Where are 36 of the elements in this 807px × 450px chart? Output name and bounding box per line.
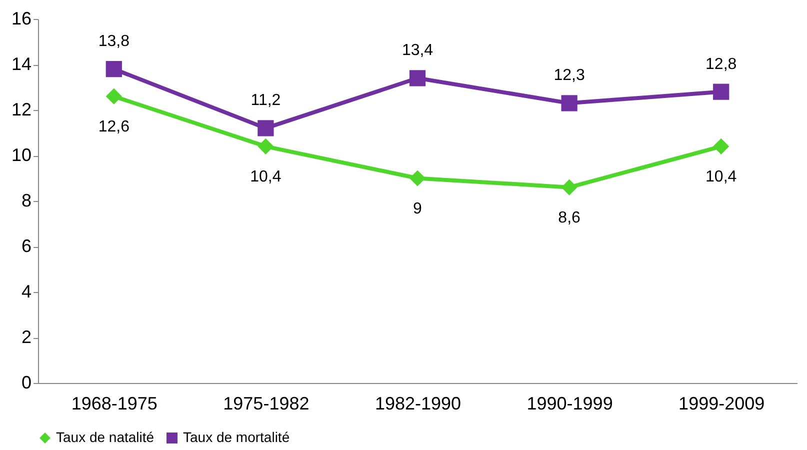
x-tick-label: 1999-2009 [678,394,765,414]
data-label: 10,4 [706,168,737,186]
x-tick-label: 1982-1990 [374,394,462,414]
y-tick-label: 2 [21,327,32,347]
point [258,120,274,136]
y-tick-label: 12 [11,100,32,120]
point [561,179,578,196]
x-tick-label: 1990-1999 [526,394,613,414]
y-tick-label: 0 [21,372,32,392]
y-tick-label: 6 [21,236,32,256]
y-tick-label: 10 [11,145,32,165]
data-label: 10,4 [250,168,282,186]
y-tick-label: 16 [11,8,32,28]
point [106,60,122,78]
data-label: 12,6 [98,118,130,136]
x-tick-label: 1975-1982 [223,394,310,414]
y-tick-label: 14 [11,54,32,74]
point [409,70,426,86]
point [106,88,122,104]
legend-label: Taux de natalité [56,429,154,445]
data-label: 9 [413,200,422,218]
data-label: 12,3 [554,67,585,84]
data-label: 13,4 [402,42,434,60]
point [713,84,730,100]
y-tick-label: 4 [21,282,32,302]
legend-label: Taux de mortalité [183,429,290,445]
point [258,138,274,154]
point [409,170,426,186]
data-label: 8,6 [558,209,581,226]
point [561,95,578,112]
data-label: 12,8 [706,56,737,73]
x-tick-label: 1968-1975 [71,394,158,414]
data-label: 11,2 [250,92,281,110]
point [713,138,730,154]
data-label: 13,8 [98,33,130,50]
y-tick-label: 8 [21,190,32,210]
